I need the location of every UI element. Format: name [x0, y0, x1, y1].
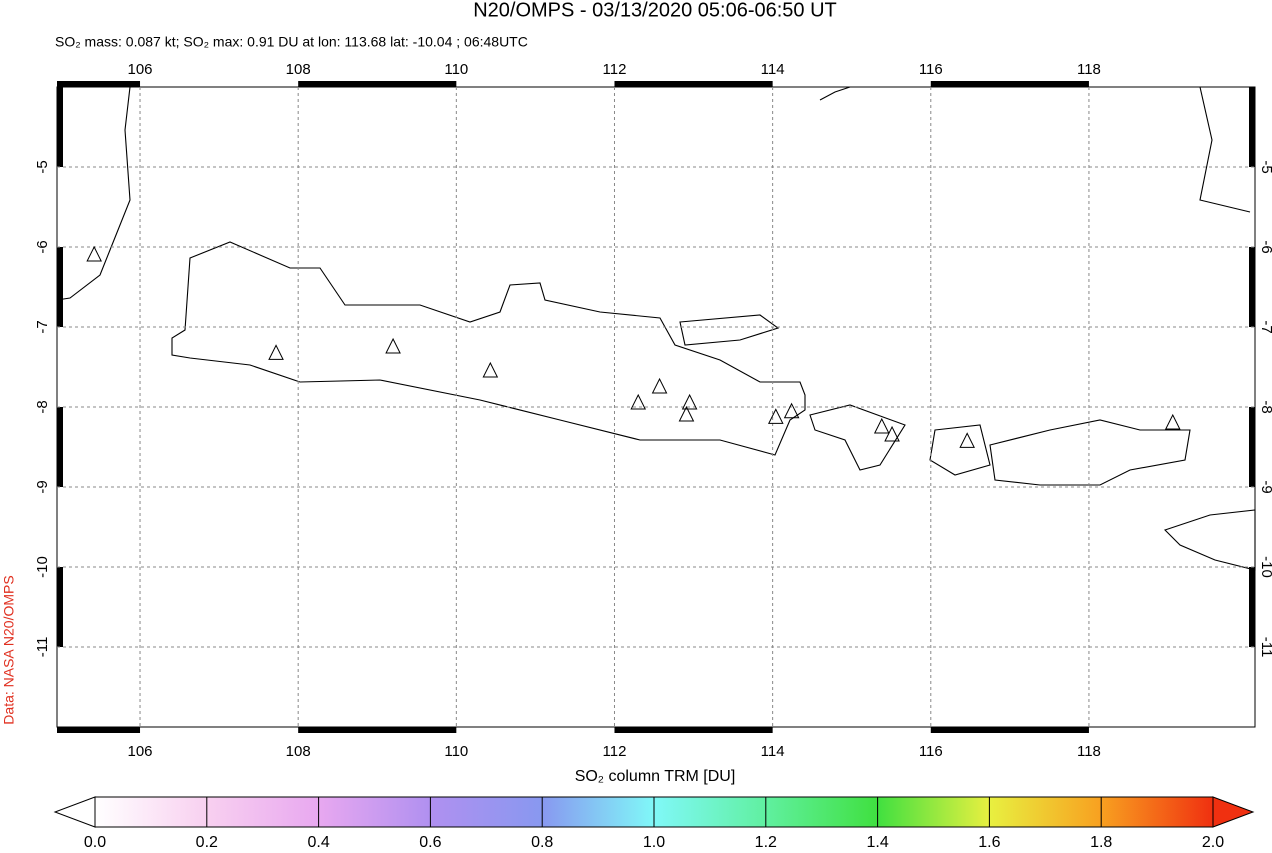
y-tick-label: -6	[34, 240, 51, 253]
x-tick-label: 118	[1077, 61, 1101, 78]
x-tick-label: 118	[1077, 743, 1101, 760]
volcano-marker	[873, 417, 890, 434]
y-tick-label: -6	[1258, 240, 1272, 253]
frame-bar	[1249, 407, 1255, 487]
colorbar-tick-label: 1.8	[1090, 834, 1112, 851]
y-tick-label: -11	[34, 637, 51, 658]
y-tick-label: -10	[34, 556, 51, 578]
frame-bar	[298, 81, 457, 87]
colorbar-tick-label: 1.2	[755, 834, 777, 851]
frame-bar	[57, 81, 141, 87]
frame-bar	[614, 81, 773, 87]
x-tick-label: 116	[919, 743, 943, 760]
frame-bar	[57, 247, 63, 327]
y-tick-label: -7	[1258, 320, 1272, 333]
y-tick-label: -5	[34, 160, 51, 173]
y-tick-label: -8	[1258, 400, 1272, 413]
volcano-marker	[767, 408, 784, 424]
frame-bar	[57, 727, 141, 733]
x-tick-label: 110	[444, 61, 468, 78]
plot-frame	[56, 86, 1256, 728]
volcano-marker	[385, 337, 401, 354]
x-tick-label: 108	[286, 743, 311, 760]
x-tick-label: 114	[761, 61, 785, 78]
y-tick-label: -10	[1258, 556, 1272, 578]
colorbar-tick-label: 1.4	[866, 834, 888, 851]
frame-bar	[930, 727, 1089, 733]
y-tick-label: -5	[1258, 160, 1272, 173]
x-tick-label: 108	[286, 61, 311, 78]
colorbar-over	[1212, 796, 1255, 828]
coastlines	[56, 86, 1256, 571]
frame-bar	[57, 567, 63, 647]
x-tick-label: 116	[919, 61, 943, 78]
y-tick-label: -8	[34, 400, 51, 413]
frame-bar	[930, 81, 1089, 87]
frame-bar	[1249, 247, 1255, 327]
volcano-marker	[783, 402, 800, 419]
colorbar-tick-label: 0.0	[84, 834, 106, 851]
volcano-marker	[678, 405, 695, 422]
volcano-marker	[268, 344, 284, 360]
colorbar-tick-label: 1.6	[978, 834, 1000, 851]
colorbar-under	[53, 796, 96, 828]
frame-bar	[614, 727, 773, 733]
x-tick-label: 106	[128, 61, 153, 78]
x-tick-label: 114	[761, 743, 785, 760]
chart-title: N20/OMPS - 03/13/2020 05:06-06:50 UT	[473, 0, 837, 21]
volcano-marker	[959, 432, 975, 448]
colorbar-tick-label: 0.6	[419, 834, 441, 851]
colorbar-tick-label: 2.0	[1202, 834, 1224, 851]
colorbar-tick-label: 0.8	[531, 834, 553, 851]
volcano-marker	[630, 393, 647, 410]
colorbar-label: SO₂ column TRM [DU]	[575, 768, 736, 785]
colorbar-tick-label: 0.2	[196, 834, 218, 851]
frame-bar	[1249, 87, 1255, 167]
x-tick-label: 112	[603, 61, 627, 78]
colorbar-tick-label: 0.4	[307, 834, 329, 851]
volcano-marker	[651, 377, 668, 394]
x-tick-label: 110	[444, 743, 468, 760]
colorbar-tick-label: 1.0	[643, 834, 665, 851]
volcano-marker	[1164, 413, 1181, 430]
y-tick-label: -9	[1258, 480, 1272, 493]
frame-bar	[1249, 567, 1255, 647]
volcano-marker	[884, 425, 900, 442]
x-tick-label: 106	[128, 743, 153, 760]
y-tick-label: -11	[1258, 637, 1272, 658]
frame-bar	[57, 407, 63, 487]
x-tick-label: 112	[603, 743, 627, 760]
y-tick-label: -9	[34, 480, 51, 493]
volcano-marker	[681, 393, 698, 410]
y-tick-label: -7	[34, 320, 51, 333]
chart-subtitle: SO₂ mass: 0.087 kt; SO₂ max: 0.91 DU at …	[55, 34, 528, 50]
frame-bar	[298, 727, 457, 733]
volcano-marker	[482, 361, 499, 378]
volcano-marker	[86, 245, 102, 262]
frame-bar	[57, 87, 63, 167]
credit: Data: NASA N20/OMPS	[1, 575, 17, 724]
